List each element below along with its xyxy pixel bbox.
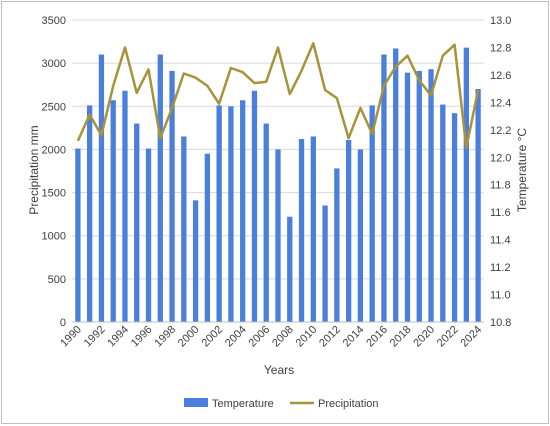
bar-1996: [145, 148, 152, 322]
x-tick-label: 2020: [411, 324, 437, 350]
x-axis-ticks: 1990199219941996199820002002200420062008…: [58, 324, 484, 350]
y-tick-label: 2500: [42, 101, 66, 113]
bar-2011: [322, 205, 328, 322]
x-tick-label: 1996: [129, 324, 155, 350]
y-axis-title: Precipitation mm: [27, 125, 41, 214]
x-tick-label: 1992: [82, 324, 108, 350]
bar-2001: [204, 153, 211, 322]
bar-2018: [404, 72, 411, 323]
x-tick-label: 2010: [294, 324, 320, 350]
bar-2006: [263, 123, 269, 323]
x-tick-label: 1994: [105, 324, 131, 350]
bar-2004: [240, 100, 246, 322]
bar-2008: [287, 216, 293, 322]
x-tick-label: 2004: [223, 324, 249, 350]
bar-2017: [393, 48, 399, 323]
bar-2010: [310, 136, 316, 322]
bar-2019: [416, 70, 422, 322]
x-tick-label: 2000: [176, 324, 202, 350]
bar-2005: [251, 90, 258, 322]
precipitation-line: [76, 42, 480, 149]
y2-tick-label: 11.0: [490, 290, 511, 302]
legend-label-precipitation: Precipitation: [318, 398, 379, 410]
bar-1991: [87, 105, 93, 323]
y2-tick-label: 10.8: [490, 317, 511, 329]
y2-tick-label: 12.6: [490, 70, 511, 82]
bar-2016: [381, 54, 387, 323]
x-tick-label: 2018: [388, 324, 414, 350]
bar-1999: [181, 136, 187, 322]
bar-2002: [216, 105, 222, 323]
y2-tick-label: 11.2: [490, 262, 511, 274]
bar-1994: [122, 90, 128, 322]
x-tick-label: 2024: [458, 324, 484, 350]
x-tick-label: 2012: [317, 324, 343, 350]
y-tick-label: 2000: [42, 144, 66, 156]
legend: Temperature Precipitation: [184, 398, 379, 410]
bar-1997: [157, 54, 163, 323]
left-axis-ticks: 0 500 1000 1500 2000 2500 3000 3500: [42, 15, 66, 329]
legend-swatch-temperature: [184, 398, 208, 407]
x-tick-label: 1998: [152, 324, 178, 350]
right-axis-ticks: 10.8 11.0 11.2 11.4 11.6 11.8 12.0 12.2 12.4 12.6…: [490, 15, 511, 329]
y2-tick-label: 12.8: [490, 42, 511, 54]
bar-1995: [134, 123, 140, 323]
y2-tick-label: 11.4: [490, 235, 511, 247]
bar-2013: [345, 139, 352, 322]
y2-tick-label: 12.0: [490, 152, 511, 164]
bar-2021: [440, 104, 446, 322]
bar-1993: [110, 100, 116, 322]
x-tick-label: 2016: [364, 324, 390, 350]
x-tick-label: 2008: [270, 324, 296, 350]
x-tick-label: 2002: [199, 324, 225, 350]
y2-tick-label: 11.8: [490, 180, 511, 192]
line-series-precipitation: [76, 42, 480, 149]
bar-1990: [75, 148, 81, 322]
y-tick-label: 0: [60, 317, 66, 329]
y-tick-label: 1000: [42, 231, 66, 243]
bar-2015: [369, 105, 375, 323]
x-tick-label: 2014: [341, 324, 367, 350]
y-tick-label: 500: [48, 274, 66, 286]
bar-2023: [463, 47, 469, 323]
bar-2014: [357, 149, 364, 322]
y-tick-label: 3000: [42, 58, 66, 70]
bar-2003: [228, 106, 234, 323]
x-tick-label: 2022: [435, 324, 461, 350]
bar-2022: [451, 113, 458, 322]
y2-tick-label: 12.4: [490, 97, 511, 109]
y2-tick-label: 12.2: [490, 125, 511, 137]
bar-series-temperature: [75, 47, 481, 323]
x-axis-title: Years: [264, 363, 294, 377]
bar-2007: [275, 149, 281, 322]
bar-2012: [334, 168, 340, 322]
y2-tick-label: 13.0: [490, 15, 511, 27]
x-tick-label: 2006: [247, 324, 273, 350]
legend-label-temperature: Temperature: [212, 398, 274, 410]
bar-2024: [475, 89, 481, 323]
bar-2020: [428, 69, 434, 322]
bar-2000: [192, 200, 199, 322]
y2-tick-label: 11.6: [490, 207, 511, 219]
bar-1992: [98, 54, 105, 323]
y2-axis-title: Temperature °C: [515, 128, 529, 212]
y-tick-label: 3500: [42, 15, 66, 27]
bar-1998: [169, 70, 175, 322]
y-tick-label: 1500: [42, 188, 66, 200]
bar-2009: [298, 139, 305, 322]
